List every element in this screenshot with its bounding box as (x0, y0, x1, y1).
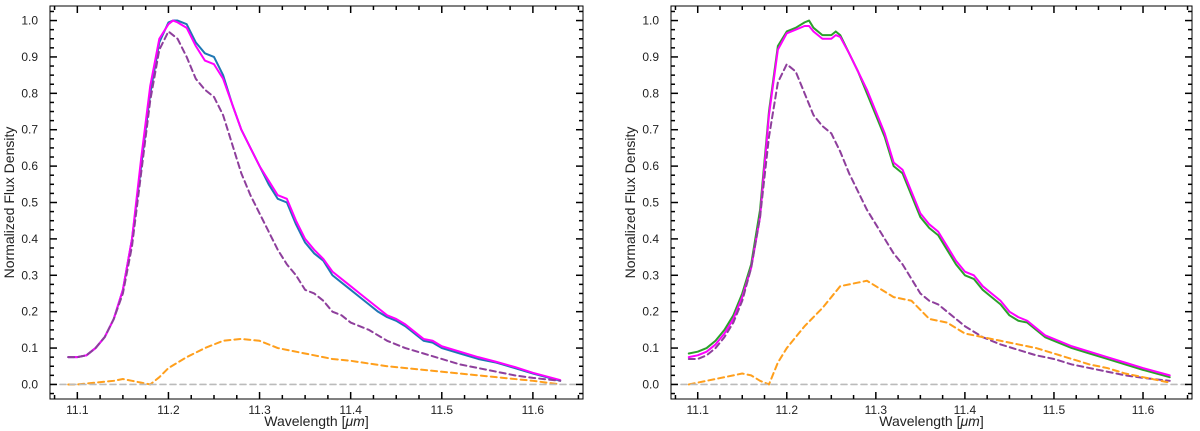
y-tick-label: 0.3 (21, 268, 38, 282)
chart-panel-2: 11.1 11.2 11.3 11.4 11.5 11.6 0.0 0.1 0.2 0.3 0.4 0… (622, 5, 1193, 429)
series-line-4 (687, 279, 1171, 386)
y-tick-label: 0.3 (642, 268, 659, 282)
series-line-2 (67, 19, 562, 382)
y-tick-label: 0.5 (642, 196, 659, 210)
series-group (671, 19, 1192, 386)
y-tick-label: 0.4 (642, 232, 659, 246)
x-axis-label: Wavelength [μm] (264, 413, 368, 429)
x-tick-label: 11.5 (1043, 403, 1066, 417)
x-axis-label: Wavelength [μm] (879, 413, 983, 429)
chart-panel-1: 11.1 11.2 11.3 11.4 11.5 11.6 0.0 0.1 0.2 0.3 0.4 0… (1, 5, 584, 429)
x-tick-label: 11.3 (865, 403, 888, 417)
y-tick-label: 0.4 (21, 232, 38, 246)
y-tick-label: 0.2 (642, 305, 659, 319)
y-tick-label: 0.7 (21, 123, 38, 137)
y-tick-label: 1.0 (21, 14, 38, 28)
plot-frame (670, 5, 1193, 400)
y-tick-label: 0.8 (21, 86, 38, 100)
y-tick-label: 0.2 (21, 305, 38, 319)
x-tick-label: 11.1 (66, 403, 89, 417)
series-line-3 (687, 63, 1171, 382)
x-tick-label: 11.4 (339, 403, 362, 417)
y-tick-label: 0.1 (642, 341, 659, 355)
x-tick-label: 11.3 (248, 403, 271, 417)
series-line-1 (67, 19, 562, 382)
y-tick-label: 0.8 (642, 86, 659, 100)
y-tick-label: 0.6 (642, 159, 659, 173)
y-tick-label: 1.0 (642, 14, 659, 28)
y-tick-label: 0.9 (21, 50, 38, 64)
x-tick-label: 11.4 (954, 403, 977, 417)
series-line-2 (687, 25, 1171, 377)
y-tick-label: 0.0 (21, 377, 38, 391)
series-line-3 (67, 30, 562, 382)
x-tick-label: 11.1 (686, 403, 709, 417)
plot-frame (49, 5, 584, 400)
y-axis-label: Normalized Flux Density (1, 127, 17, 279)
y-axis-label: Normalized Flux Density (622, 127, 638, 279)
y-tick-label: 0.7 (642, 123, 659, 137)
x-tick-label: 11.6 (1132, 403, 1155, 417)
x-tick-label: 11.2 (776, 403, 799, 417)
y-tick-label: 0.9 (642, 50, 659, 64)
series-line-4 (67, 337, 562, 386)
y-tick-label: 0.1 (21, 341, 38, 355)
y-tick-label: 0.5 (21, 196, 38, 210)
x-tick-label: 11.2 (157, 403, 180, 417)
x-tick-label: 11.6 (522, 403, 545, 417)
y-tick-label: 0.0 (642, 377, 659, 391)
x-tick-label: 11.5 (431, 403, 454, 417)
y-tick-label: 0.6 (21, 159, 38, 173)
series-group (50, 19, 583, 386)
